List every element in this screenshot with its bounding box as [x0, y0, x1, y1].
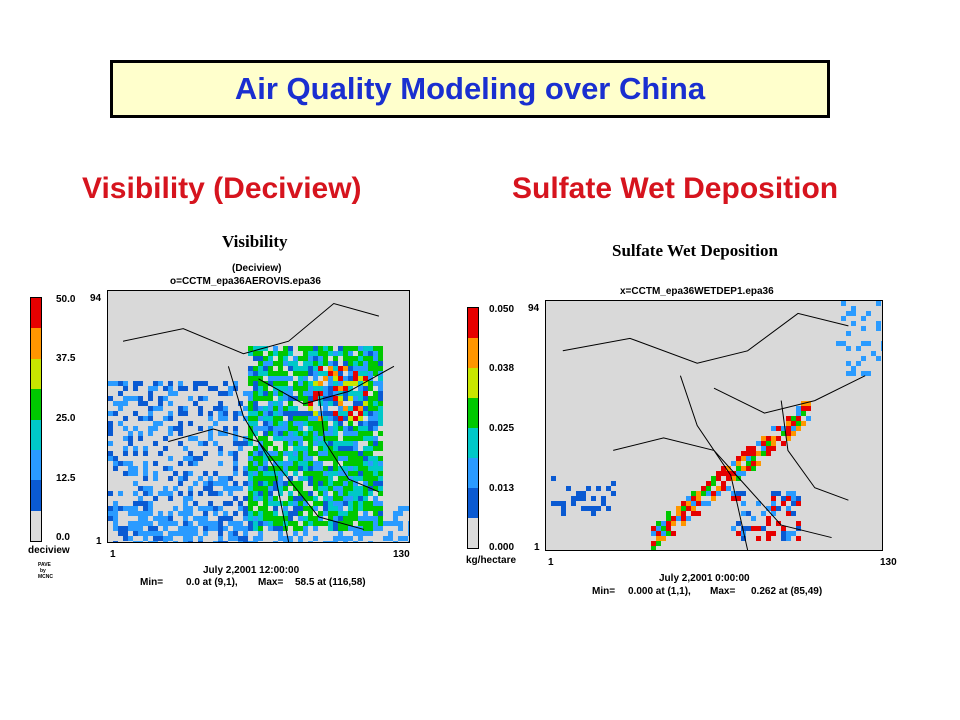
- visibility-scale-label-1: 50.0: [56, 294, 76, 305]
- visibility-plot-subtitle: (Deciview): [232, 263, 282, 274]
- colorbar-swatch: [468, 488, 478, 518]
- colorbar-swatch: [31, 419, 41, 450]
- map-field: [551, 301, 882, 550]
- colorbar-swatch: [31, 389, 41, 420]
- sulfate-file-label: x=CCTM_epa36WETDEP1.epa36: [620, 286, 774, 297]
- colorbar-swatch: [468, 368, 478, 398]
- visibility-max-value: 58.5 at (116,58): [295, 577, 366, 588]
- sulfate-colorbar: [467, 307, 479, 549]
- map-boundary-line: [562, 312, 849, 364]
- sulfate-map: [545, 300, 883, 551]
- sulfate-scale-label-1: 0.050: [489, 304, 515, 315]
- sulfate-min-value: 0.000 at (1,1),: [628, 586, 691, 597]
- colorbar-swatch: [31, 449, 41, 481]
- map-field: [108, 302, 409, 542]
- sulfate-heading: Sulfate Wet Deposition: [512, 172, 839, 205]
- sulfate-scale-label-3: 0.025: [489, 423, 515, 434]
- colorbar-swatch: [468, 308, 478, 338]
- sulfate-y-min: 1: [534, 542, 540, 553]
- visibility-unit-label: deciview: [28, 545, 70, 556]
- map-boundary-line: [713, 375, 866, 414]
- visibility-map: [107, 290, 410, 543]
- sulfate-max-label: Max=: [710, 586, 736, 597]
- map-boundary-line: [613, 437, 832, 539]
- sulfate-x-min: 1: [548, 557, 554, 568]
- visibility-min-label: Min=: [140, 577, 164, 588]
- colorbar-swatch: [468, 518, 478, 548]
- sulfate-scale-label-5: 0.000: [489, 542, 515, 553]
- visibility-scale-label-3: 25.0: [56, 413, 76, 424]
- colorbar-swatch: [468, 458, 478, 488]
- visibility-scale-label-4: 12.5: [56, 473, 76, 484]
- page-title: Air Quality Modeling over China: [234, 71, 706, 106]
- visibility-file-label: o=CCTM_epa36AEROVIS.epa36: [170, 276, 321, 287]
- colorbar-swatch: [31, 328, 41, 359]
- visibility-heading: Visibility (Deciview): [82, 172, 362, 205]
- colorbar-swatch: [31, 298, 41, 329]
- sulfate-scale-label-4: 0.013: [489, 483, 515, 494]
- sulfate-plot-title: Sulfate Wet Deposition: [612, 241, 778, 260]
- colorbar-swatch: [468, 398, 478, 428]
- visibility-scale-label-2: 37.5: [56, 353, 76, 364]
- sulfate-scale-label-2: 0.038: [489, 363, 515, 374]
- colorbar-swatch: [31, 358, 41, 390]
- sulfate-unit-label: kg/hectare: [466, 555, 517, 566]
- visibility-colorbar: [30, 297, 42, 542]
- map-boundary-line: [122, 302, 380, 355]
- colorbar-swatch: [31, 480, 41, 511]
- sulfate-min-label: Min=: [592, 586, 616, 597]
- map-boundary-line: [318, 391, 380, 493]
- sulfate-x-max: 130: [880, 557, 897, 568]
- sulfate-max-value: 0.262 at (85,49): [751, 586, 823, 597]
- sulfate-date: July 2,2001 0:00:00: [659, 573, 750, 584]
- map-boundary-line: [780, 400, 849, 501]
- map-boundary-line: [168, 428, 364, 530]
- visibility-max-label: Max=: [258, 577, 284, 588]
- map-boundary-line: [258, 365, 395, 405]
- pave-credit: PAVE by MCNC: [38, 562, 53, 580]
- visibility-y-max: 94: [90, 293, 102, 304]
- visibility-plot-title: Visibility: [222, 232, 288, 251]
- visibility-date: July 2,2001 12:00:00: [203, 565, 300, 576]
- title-box: Air Quality Modeling over China: [110, 60, 830, 118]
- visibility-y-min: 1: [96, 536, 102, 547]
- map-boundary-line: [227, 366, 290, 542]
- colorbar-swatch: [468, 338, 478, 368]
- sulfate-y-max: 94: [528, 303, 540, 314]
- colorbar-swatch: [31, 510, 41, 541]
- visibility-scale-label-5: 0.0: [56, 532, 70, 543]
- colorbar-swatch: [468, 428, 478, 458]
- visibility-min-value: 0.0 at (9,1),: [186, 577, 238, 588]
- visibility-x-min: 1: [110, 549, 116, 560]
- visibility-x-max: 130: [393, 549, 410, 560]
- map-boundary-line: [679, 375, 749, 550]
